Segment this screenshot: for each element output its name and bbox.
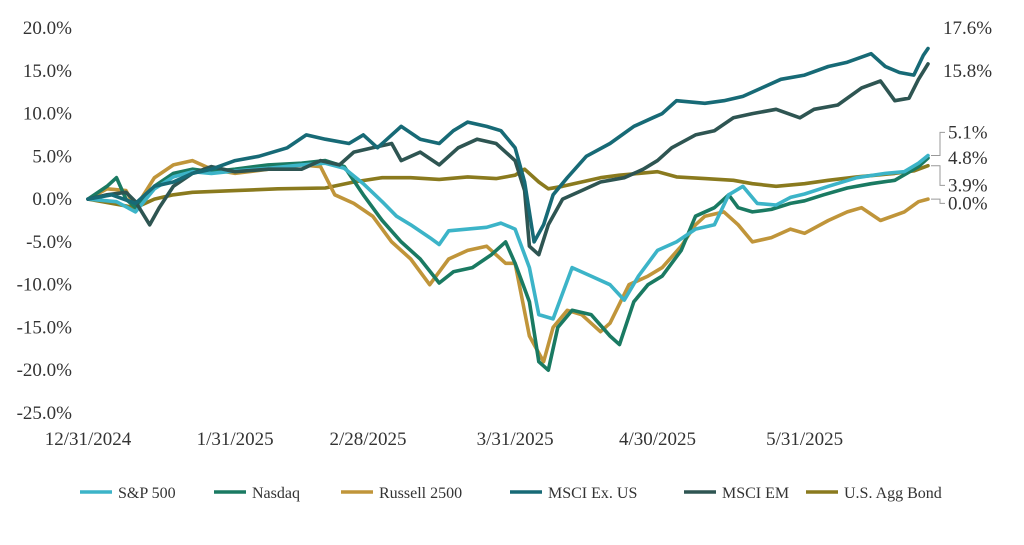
x-tick-label: 2/28/2025: [329, 429, 406, 450]
legend-label: S&P 500: [118, 485, 176, 502]
leader-line: [931, 198, 945, 204]
end-value-label: 17.6%: [943, 18, 992, 39]
end-value-label: 3.9%: [948, 175, 988, 196]
x-tick-label: 3/31/2025: [477, 429, 554, 450]
leader-line: [931, 165, 945, 186]
y-tick-label: -5.0%: [26, 232, 72, 253]
end-value-label: 0.0%: [948, 193, 988, 214]
legend-label: Russell 2500: [379, 485, 462, 502]
y-tick-label: -10.0%: [17, 275, 73, 296]
end-value-label: 4.8%: [948, 148, 988, 169]
y-tick-label: 0.0%: [32, 189, 72, 210]
end-value-label: 15.8%: [943, 61, 992, 82]
legend-label: U.S. Agg Bond: [844, 485, 942, 502]
legend-label: Nasdaq: [252, 485, 300, 502]
series-line: [86, 163, 930, 210]
series-line: [86, 153, 930, 321]
y-tick-label: -20.0%: [17, 360, 73, 381]
y-tick-label: -15.0%: [17, 317, 73, 338]
x-axis: 12/31/2024 1/31/2025 2/28/2025 3/31/2025 4/3…: [45, 429, 843, 450]
x-tick-label: 5/31/2025: [766, 429, 843, 450]
end-labels: 17.6% 15.8% 5.1% 4.8% 3.9%0.0%: [931, 18, 992, 214]
x-tick-label: 4/30/2025: [619, 429, 696, 450]
x-tick-label: 12/31/2024: [45, 429, 132, 450]
series-line: [86, 46, 930, 244]
y-tick-label: 20.0%: [23, 18, 72, 39]
leader-line: [931, 131, 945, 156]
y-tick-label: 15.0%: [23, 61, 72, 82]
legend-label: MSCI Ex. US: [548, 485, 637, 502]
legend-label: MSCI EM: [722, 485, 789, 502]
y-axis: 20.0% 15.0% 10.0% 5.0% 0.0% -5.0% -10.0% -15.0%…: [17, 18, 73, 424]
series-lines: [86, 46, 930, 372]
legend: S&P 500 Nasdaq Russell 2500 MSCI Ex. US MSCI…: [80, 485, 942, 502]
y-tick-label: 10.0%: [23, 104, 72, 125]
y-tick-label: -25.0%: [17, 403, 73, 424]
x-tick-label: 1/31/2025: [197, 429, 274, 450]
end-value-label: 5.1%: [948, 122, 988, 143]
y-tick-label: 5.0%: [32, 146, 72, 167]
